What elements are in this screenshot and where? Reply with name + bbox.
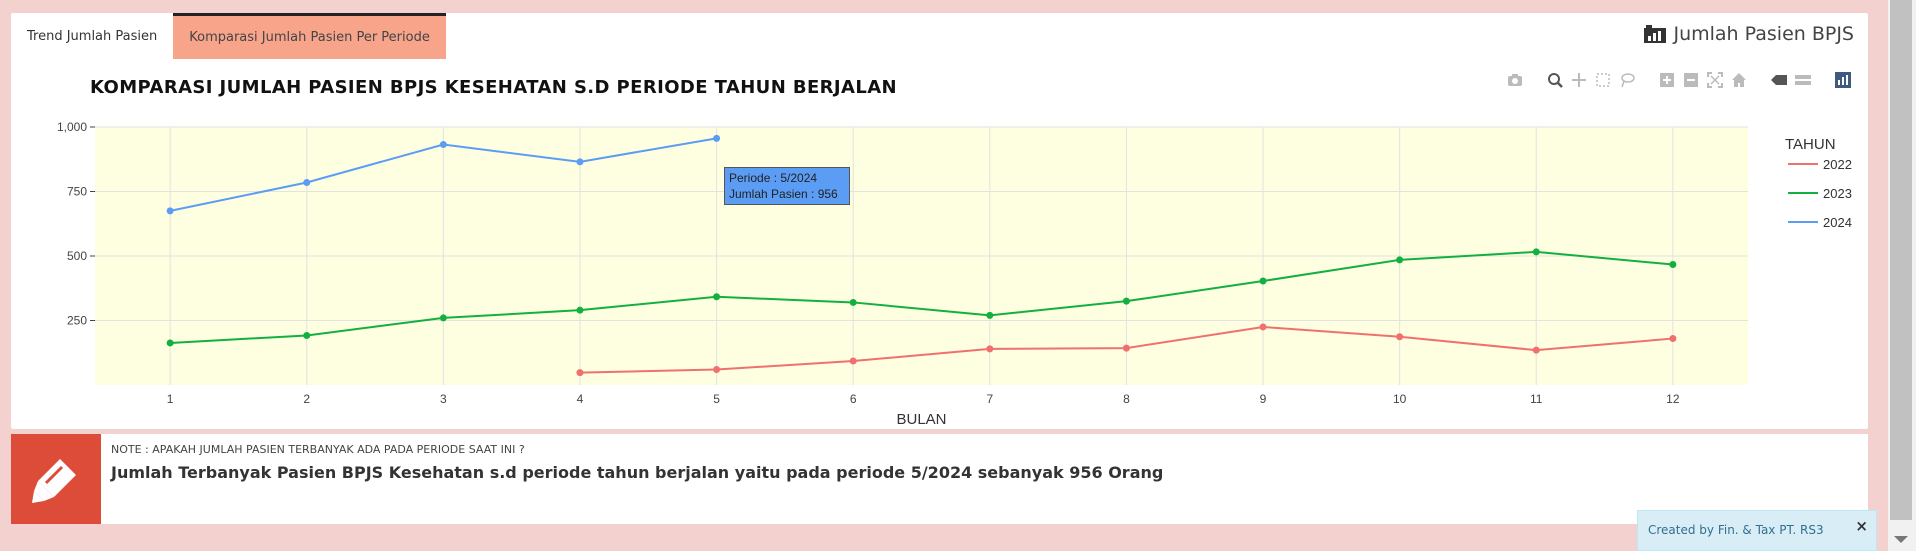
credit-alert: Created by Fin. & Tax PT. RS3 × [1637,510,1877,551]
pan-icon[interactable] [1570,71,1588,89]
chart-box: Trend Jumlah Pasien Komparasi Jumlah Pas… [11,13,1868,429]
data-point-2023[interactable] [849,298,857,306]
data-point-2022[interactable] [1259,323,1267,331]
data-point-2022[interactable] [1396,333,1404,341]
series-lines [166,134,1677,377]
autoscale-icon[interactable] [1706,71,1724,89]
chart-area: KOMPARASI JUMLAH PASIEN BPJS KESEHATAN S… [11,59,1868,429]
x-tick-label: 11 [1530,392,1543,406]
x-axis-title: BULAN [896,411,946,428]
reset-axes-icon[interactable] [1730,71,1748,89]
data-point-2023[interactable] [986,311,994,319]
chart-title: KOMPARASI JUMLAH PASIEN BPJS KESEHATAN S… [90,77,897,98]
x-tick-label: 5 [713,392,720,406]
x-tick-label: 8 [1123,392,1130,406]
x-tick-label: 2 [303,392,310,406]
tab-komparasi-jumlah-pasien[interactable]: Komparasi Jumlah Pasien Per Periode [173,13,446,59]
data-point-2024[interactable] [303,178,311,186]
modebar [1506,71,1852,89]
y-axis-ticks: 250 500 750 1,000 [57,120,95,328]
lasso-icon[interactable] [1618,71,1636,89]
tab-trend-jumlah-pasien[interactable]: Trend Jumlah Pasien [27,28,158,44]
x-tick-label: 1 [167,392,174,406]
zoom-in-icon[interactable] [1658,71,1676,89]
chart-bar-icon [1643,24,1667,44]
x-tick-label: 12 [1666,392,1680,406]
x-tick-label: 6 [850,392,857,406]
data-point-2023[interactable] [1396,256,1404,264]
legend-label-2022[interactable]: 2022 [1823,157,1852,172]
legend-label-2023[interactable]: 2023 [1823,186,1852,201]
hover-tooltip: Periode : 5/2024 Jumlah Pasien : 956 [724,167,850,205]
scrollbar[interactable] [1888,0,1916,551]
box-select-icon[interactable] [1594,71,1612,89]
x-axis-ticks: 1 2 3 4 5 6 7 8 9 10 11 12 [167,392,1680,406]
data-point-2023[interactable] [303,331,311,339]
highlighter-icon [11,434,101,524]
y-tick-label: 1,000 [57,120,87,134]
data-point-2024[interactable] [166,207,174,215]
tooltip-jumlah: Jumlah Pasien : 956 [729,187,838,201]
data-point-2023[interactable] [1669,261,1677,269]
y-tick-label: 250 [67,314,87,328]
box-title: Jumlah Pasien BPJS [1673,23,1854,45]
data-point-2023[interactable] [1122,297,1130,305]
data-point-2022[interactable] [1669,335,1677,343]
x-tick-label: 7 [986,392,993,406]
data-point-2022[interactable] [713,366,721,374]
data-point-2023[interactable] [576,306,584,314]
y-tick-label: 500 [67,249,87,263]
zoom-icon[interactable] [1546,71,1564,89]
series-line-2023 [170,250,1673,344]
y-tick-label: 750 [67,185,87,199]
legend-title: TAHUN [1785,136,1836,153]
data-point-2023[interactable] [713,293,721,301]
data-point-2022[interactable] [1532,346,1540,354]
scrollbar-thumb[interactable] [1890,0,1912,520]
x-tick-label: 9 [1260,392,1267,406]
data-point-2023[interactable] [166,339,174,347]
tooltip-periode: Periode : 5/2024 [729,171,818,185]
x-tick-label: 4 [577,392,584,406]
note-text: Jumlah Terbanyak Pasien BPJS Kesehatan s… [111,463,1164,482]
data-point-2022[interactable] [986,345,994,353]
data-point-2024[interactable] [576,158,584,166]
legend-label-2024[interactable]: 2024 [1823,215,1852,230]
data-point-2022[interactable] [849,357,857,365]
legend: TAHUN 2022 2023 2024 [1785,136,1852,230]
note-label: NOTE : APAKAH JUMLAH PASIEN TERBANYAK AD… [111,443,525,456]
data-point-2024[interactable] [439,141,447,149]
compare-hover-icon[interactable] [1794,71,1812,89]
close-icon[interactable]: × [1855,517,1868,535]
data-point-2023[interactable] [439,314,447,322]
data-point-2023[interactable] [1532,248,1540,256]
gridlines [95,126,1748,385]
data-point-2024[interactable] [713,134,721,142]
note-box: NOTE : APAKAH JUMLAH PASIEN TERBANYAK AD… [11,434,1868,524]
data-point-2023[interactable] [1259,277,1267,285]
plotly-logo-icon[interactable] [1834,71,1852,89]
x-tick-label: 3 [440,392,447,406]
zoom-out-icon[interactable] [1682,71,1700,89]
box-header: Jumlah Pasien BPJS [1643,23,1854,45]
scroll-down-arrow-icon[interactable] [1894,536,1908,543]
data-point-2022[interactable] [576,369,584,377]
x-tick-label: 10 [1393,392,1407,406]
credit-text: Created by Fin. & Tax PT. RS3 [1648,523,1824,537]
data-point-2022[interactable] [1122,344,1130,352]
tab-bar: Trend Jumlah Pasien Komparasi Jumlah Pas… [11,13,446,59]
spike-lines-icon[interactable] [1770,71,1788,89]
camera-icon[interactable] [1506,71,1524,89]
